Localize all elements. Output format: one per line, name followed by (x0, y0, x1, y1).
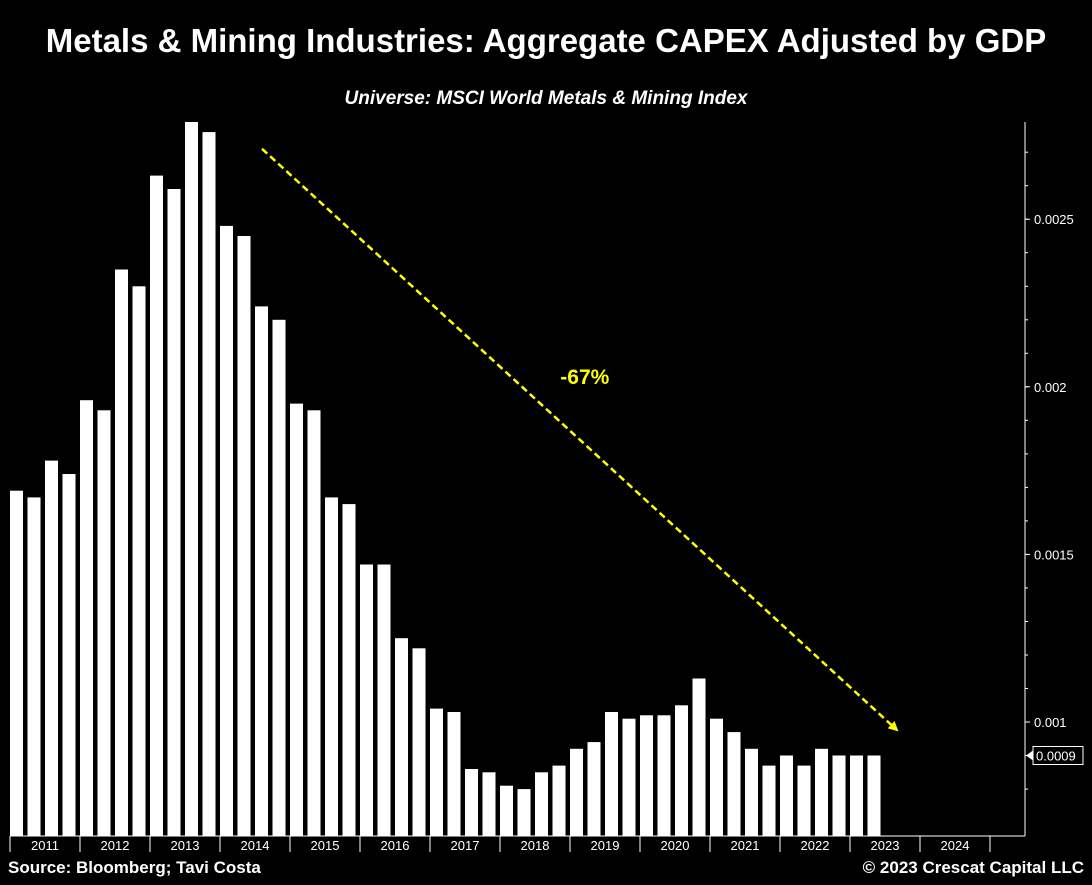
x-tick-label: 2014 (241, 838, 270, 853)
bar (447, 712, 461, 836)
bar (657, 715, 671, 836)
bar (272, 319, 286, 836)
bars (10, 122, 881, 837)
bar (307, 410, 321, 836)
bar (80, 400, 93, 836)
bar (640, 715, 653, 836)
bar (710, 718, 723, 836)
x-tick-label: 2024 (941, 838, 970, 853)
bar (552, 765, 566, 836)
bar (167, 189, 181, 836)
x-tick-label: 2015 (311, 838, 340, 853)
bar (517, 789, 531, 836)
bar (237, 236, 251, 836)
bar (780, 755, 793, 836)
bar (290, 403, 303, 836)
current-value-label: 0.0009 (1036, 749, 1076, 764)
bar (622, 718, 636, 836)
bar (150, 175, 163, 837)
current-value-pointer (1026, 750, 1033, 761)
x-axis: 2011 2012 2013 2014 2015 2016 2017 2018 2019 2020… (9, 835, 1025, 853)
bar (867, 755, 881, 836)
bar (377, 564, 391, 836)
bar (587, 742, 601, 836)
y-tick-label: 0.002 (1034, 380, 1067, 395)
bar (45, 460, 58, 836)
x-tick-label: 2022 (801, 838, 830, 853)
bar (745, 748, 758, 836)
y-tick-label: 0.001 (1034, 715, 1067, 730)
bar (220, 225, 233, 836)
bar (360, 564, 373, 836)
bar (465, 769, 478, 836)
bar (412, 648, 426, 836)
bar (27, 497, 41, 836)
x-tick-label: 2018 (521, 838, 550, 853)
bar (325, 497, 338, 836)
x-tick-label: 2020 (661, 838, 690, 853)
bar (570, 748, 583, 836)
chart-subtitle: Universe: MSCI World Metals & Mining Ind… (344, 88, 748, 109)
x-tick-label: 2023 (871, 838, 900, 853)
bar (675, 705, 688, 836)
bar (185, 122, 198, 836)
bar (255, 306, 268, 836)
bar (430, 708, 443, 836)
bar (202, 132, 216, 837)
bar (482, 772, 496, 836)
bar (762, 765, 776, 836)
chart-title: Metals & Mining Industries: Aggregate CA… (45, 22, 1047, 59)
bar (535, 772, 548, 836)
x-tick-label: 2017 (451, 838, 480, 853)
x-tick-label: 2021 (731, 838, 760, 853)
y-tick-label: 0.0015 (1034, 547, 1074, 562)
bar (500, 785, 513, 836)
bar (10, 490, 23, 836)
bar (797, 765, 811, 836)
bar (605, 712, 618, 836)
x-tick-label: 2012 (101, 838, 130, 853)
bar (115, 269, 128, 836)
bar (62, 474, 76, 836)
bar (97, 410, 111, 836)
bar (832, 755, 846, 836)
y-axis: 0.001 0.0015 0.002 0.0025 0.0009 (1024, 122, 1084, 836)
x-tick-label: 2011 (31, 838, 59, 853)
bar (395, 638, 408, 836)
bar (342, 504, 356, 836)
bar (132, 286, 146, 836)
bar (850, 755, 863, 836)
y-tick-label: 0.0025 (1034, 212, 1074, 227)
trend-arrow (261, 147, 899, 732)
bar (815, 748, 828, 836)
x-tick-label: 2013 (171, 838, 200, 853)
source-note: Source: Bloomberg; Tavi Costa (8, 858, 261, 877)
trend-label: -67% (560, 366, 609, 389)
bar (727, 732, 741, 836)
x-tick-label: 2019 (591, 838, 620, 853)
copyright-note: © 2023 Crescat Capital LLC (862, 858, 1084, 877)
annotations: -67% (261, 147, 899, 732)
bar (692, 678, 706, 836)
x-tick-label: 2016 (381, 838, 410, 853)
